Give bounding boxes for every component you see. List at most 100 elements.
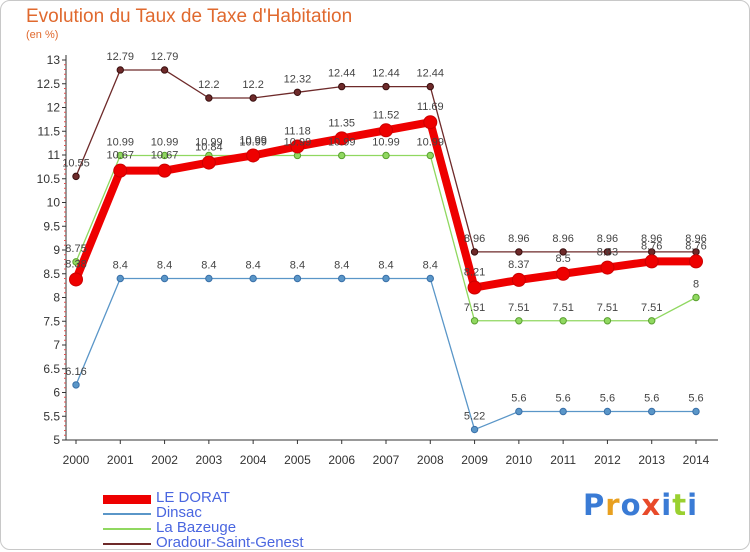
legend-swatch <box>103 494 151 504</box>
data-label: 10.67 <box>151 150 179 162</box>
data-label: 8.96 <box>464 233 485 245</box>
logo-letter: i <box>661 488 673 522</box>
data-label: 7.51 <box>552 302 573 314</box>
data-point <box>293 88 302 97</box>
y-tick-label: 9 <box>53 243 60 257</box>
data-label: 11.69 <box>417 101 444 113</box>
data-label: 6.16 <box>65 366 86 378</box>
data-point <box>559 407 567 416</box>
data-label: 12.32 <box>284 73 312 85</box>
data-point <box>559 317 567 325</box>
data-label: 8.21 <box>464 267 485 279</box>
x-tick-label: 2006 <box>328 453 355 467</box>
y-tick-label: 7.5 <box>43 314 60 328</box>
data-point <box>334 131 349 146</box>
data-label: 5.22 <box>464 411 485 423</box>
data-point <box>160 151 169 160</box>
data-point <box>603 317 612 325</box>
data-point <box>382 82 390 91</box>
data-point <box>249 274 257 283</box>
data-point <box>246 148 261 163</box>
x-tick-label: 2011 <box>550 453 576 467</box>
data-point <box>470 248 479 256</box>
data-point <box>600 260 615 275</box>
data-label: 7.51 <box>597 302 618 314</box>
data-point <box>559 248 567 256</box>
data-label: 10.99 <box>151 136 179 148</box>
data-point <box>157 163 172 178</box>
x-tick-label: 2007 <box>373 453 400 467</box>
data-point <box>379 123 393 138</box>
data-point <box>648 407 656 416</box>
data-label: 8.96 <box>552 233 573 245</box>
data-label: 7.51 <box>464 302 485 314</box>
data-label: 8.4 <box>157 260 172 272</box>
data-label: 10.55 <box>62 157 90 169</box>
data-point <box>426 151 434 160</box>
data-label: 11.18 <box>284 125 311 137</box>
chart-subtitle: (en %) <box>26 29 59 41</box>
logo-letter: r <box>605 488 621 522</box>
data-point <box>426 274 434 283</box>
x-tick-label: 2001 <box>107 453 134 467</box>
data-point <box>160 274 169 283</box>
data-label: 12.44 <box>328 68 356 80</box>
data-label: 8.4 <box>378 260 393 272</box>
data-point <box>116 151 124 160</box>
data-point <box>201 155 216 170</box>
x-tick-label: 2005 <box>284 453 311 467</box>
data-point <box>689 254 703 269</box>
data-point <box>511 272 526 287</box>
logo-letter: x <box>641 488 662 522</box>
data-point <box>515 248 523 256</box>
data-label: 10.99 <box>328 136 356 148</box>
data-label: 12.44 <box>417 68 445 80</box>
data-point <box>467 280 482 295</box>
data-label: 10.84 <box>195 142 223 154</box>
y-tick-label: 6 <box>53 386 60 400</box>
data-label: 8.96 <box>641 233 662 245</box>
data-label: 8.37 <box>508 259 529 271</box>
y-tick-label: 10 <box>47 196 61 210</box>
data-label: 10.99 <box>284 136 312 148</box>
data-label: 5.6 <box>644 393 659 405</box>
series-le-dorat <box>69 115 703 295</box>
x-tick-label: 2003 <box>196 453 223 467</box>
data-point <box>338 82 346 91</box>
data-point <box>644 254 659 269</box>
data-point <box>338 274 346 283</box>
legend-label: Dinsac <box>156 504 202 521</box>
data-point <box>205 274 213 283</box>
data-point <box>72 381 80 389</box>
data-label: 10.99 <box>107 136 135 148</box>
data-label: 12.2 <box>198 79 219 91</box>
series-dinsac <box>72 274 700 434</box>
data-label: 8.4 <box>113 260 128 272</box>
data-point <box>205 94 213 102</box>
logo-letter: o <box>620 488 642 522</box>
data-point <box>116 66 124 74</box>
logo-letter: P <box>583 488 606 522</box>
data-point <box>556 266 571 281</box>
legend-swatch <box>103 528 151 530</box>
data-label: 11.52 <box>373 109 400 121</box>
data-label: 5.6 <box>688 393 703 405</box>
data-label: 8 <box>693 279 699 291</box>
data-label: 5.6 <box>555 393 570 405</box>
data-point <box>515 407 523 416</box>
data-point <box>648 317 656 325</box>
data-point <box>470 425 479 434</box>
data-label: 8.5 <box>555 253 570 265</box>
chart-title: Evolution du Taux de Taxe d'Habitation <box>26 6 353 27</box>
data-label: 5.6 <box>600 393 615 405</box>
data-label: 7.51 <box>508 302 529 314</box>
data-label: 10.99 <box>195 136 223 148</box>
legend-label: Oradour-Saint-Genest <box>156 534 304 551</box>
data-label: 8.4 <box>423 260 438 272</box>
data-label: 12.79 <box>151 51 179 63</box>
data-label: 10.99 <box>239 136 267 148</box>
legend-swatch <box>103 513 151 515</box>
data-label: 8.4 <box>201 260 216 272</box>
data-label: 10.67 <box>107 150 135 162</box>
